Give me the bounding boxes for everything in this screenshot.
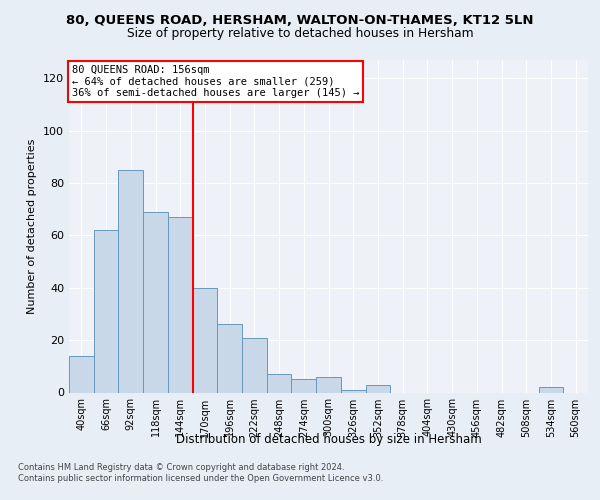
Bar (292, 380, 316, 392)
Bar (69, 356, 94, 393)
Text: Size of property relative to detached houses in Hersham: Size of property relative to detached ho… (127, 28, 473, 40)
Bar (168, 217, 193, 392)
Bar (118, 170, 143, 392)
Bar (143, 212, 168, 392)
Bar (316, 377, 341, 392)
Bar (242, 338, 267, 392)
Text: Distribution of detached houses by size in Hersham: Distribution of detached houses by size … (176, 432, 482, 446)
Bar (94, 230, 118, 392)
Text: Contains HM Land Registry data © Crown copyright and database right 2024.: Contains HM Land Registry data © Crown c… (18, 462, 344, 471)
Text: 80, QUEENS ROAD, HERSHAM, WALTON-ON-THAMES, KT12 5LN: 80, QUEENS ROAD, HERSHAM, WALTON-ON-THAM… (66, 14, 534, 27)
Y-axis label: Number of detached properties: Number of detached properties (28, 138, 37, 314)
Bar (365, 384, 390, 392)
Bar (193, 288, 217, 393)
Bar (341, 390, 365, 392)
Bar (539, 388, 563, 392)
Text: Contains public sector information licensed under the Open Government Licence v3: Contains public sector information licen… (18, 474, 383, 483)
Bar (217, 324, 242, 392)
Text: 80 QUEENS ROAD: 156sqm
← 64% of detached houses are smaller (259)
36% of semi-de: 80 QUEENS ROAD: 156sqm ← 64% of detached… (71, 65, 359, 98)
Bar (267, 374, 292, 392)
